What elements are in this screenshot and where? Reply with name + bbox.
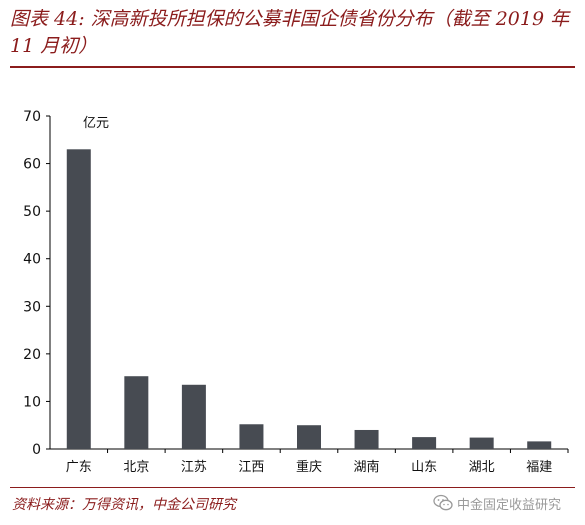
- wechat-icon: [433, 494, 453, 511]
- y-tick-label: 0: [32, 442, 41, 458]
- y-tick-label: 70: [23, 109, 41, 125]
- unit-label: 亿元: [83, 116, 109, 131]
- chart-title: 图表 44: 深高新投所担保的公募非国企债省份分布（截至 2019 年 11 月…: [10, 8, 570, 57]
- y-tick-label: 30: [23, 299, 41, 315]
- bar-9: [527, 441, 552, 449]
- x-tick-label: 重庆: [296, 459, 322, 475]
- title-divider: [10, 66, 575, 68]
- x-tick-label: 江西: [238, 460, 264, 475]
- bar-8: [469, 437, 494, 449]
- bar-6: [354, 429, 379, 449]
- x-tick-label: 广东: [66, 460, 92, 475]
- chart-axes: [46, 115, 569, 453]
- y-tick-label: 50: [23, 204, 41, 220]
- y-tick-label: 40: [23, 252, 41, 268]
- x-tick-label: 湖南: [354, 459, 380, 475]
- x-tick-label: 山东: [411, 460, 437, 475]
- bar-7: [412, 437, 437, 449]
- chart-bars: [66, 149, 552, 450]
- bar-5: [297, 425, 321, 449]
- bar-1: [66, 149, 91, 450]
- watermark: 中金固定收益研究: [433, 493, 561, 513]
- watermark-text: 中金固定收益研究: [457, 497, 562, 513]
- bar-3: [181, 384, 206, 449]
- x-tick-label: 江苏: [181, 459, 207, 475]
- bar-4: [239, 424, 264, 449]
- y-tick-label: 10: [23, 394, 41, 410]
- x-tick-label: 福建: [526, 460, 552, 475]
- source-note: 资料来源：万得资讯，中金公司研究: [12, 497, 236, 513]
- bar-2: [124, 376, 149, 449]
- x-tick-label: 湖北: [469, 460, 495, 475]
- x-tick-label: 北京: [123, 460, 149, 475]
- footer-divider: [10, 487, 575, 488]
- y-tick-label: 60: [23, 157, 41, 173]
- y-tick-label: 20: [23, 347, 41, 363]
